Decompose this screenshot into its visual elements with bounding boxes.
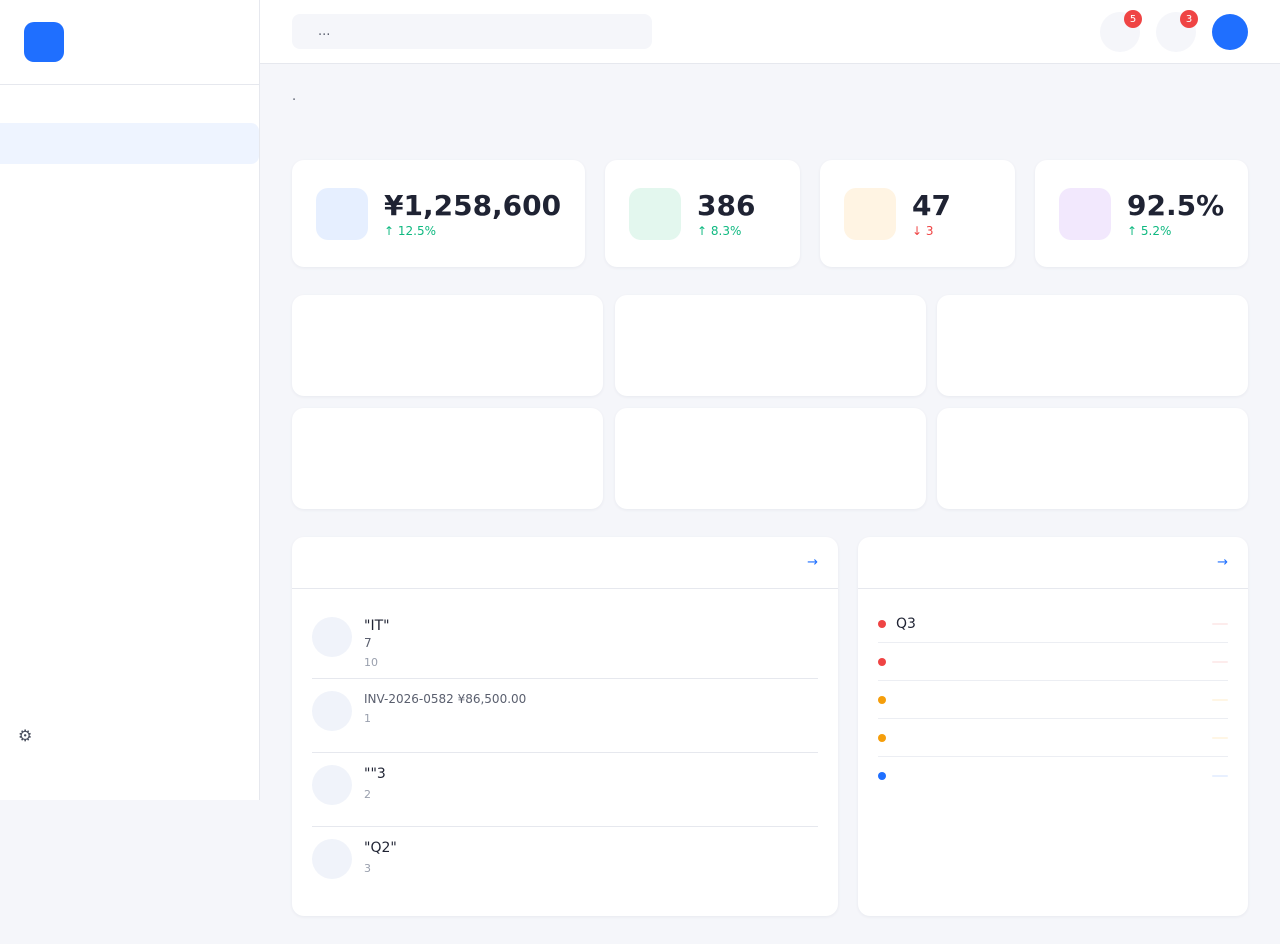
sidebar-item-cost-analysis[interactable] [0,505,259,546]
sidebar-item-settings[interactable]: ⚙ [0,715,259,756]
priority-dot [878,733,886,742]
todo-item[interactable] [878,719,1228,757]
activity-title: "IT" [364,618,390,634]
quick-action-supplier-search[interactable] [937,408,1248,509]
activity-title: "Q2" [364,840,397,856]
quick-action-upload-invoice[interactable] [615,295,926,396]
priority-dot [878,695,886,704]
view-all-todos-link[interactable]: → [1217,555,1228,570]
search-input[interactable] [318,24,618,39]
stat-card-pending[interactable]: 47 ↓ 3 [820,160,1015,267]
stat-value: ¥1,258,600 [384,188,562,222]
notification-badge: 5 [1124,10,1142,28]
main-content: · ¥1,258,600 ↑ 12.5% 386 ↑ 8.3% 47 [292,64,1248,916]
notifications-button[interactable]: 5 [1100,10,1142,52]
quick-action-reimbursement[interactable] [292,408,603,509]
receipt-icon [312,691,352,731]
activity-item[interactable]: INV-2026-0582 ¥86,500.00 1 [312,679,818,753]
sidebar-item-budget[interactable] [0,338,259,379]
stat-value: 386 [697,188,756,222]
stat-value: 47 [912,188,951,222]
activity-time: 1 [364,712,371,725]
priority-tag [1212,736,1228,739]
stat-trend: ↓ 3 [912,223,934,238]
todo-item[interactable] [878,681,1228,719]
target-icon [1059,187,1111,240]
avatar[interactable] [1212,14,1248,50]
todo-item[interactable] [878,757,1228,795]
stat-trend: ↑ 12.5% [384,223,436,238]
sidebar-item-org-structure[interactable] [0,629,259,670]
message-badge: 3 [1180,10,1198,28]
nav-section-label [0,97,259,119]
messages-button[interactable]: 3 [1156,10,1198,52]
brand-logo-icon [24,22,64,62]
quick-action-export-report[interactable] [615,408,926,509]
priority-tag [1212,660,1228,663]
gear-icon: ⚙ [18,726,33,745]
money-icon [316,187,368,240]
activity-item[interactable]: "Q2" 3 [312,827,818,901]
sidebar-item-contracts[interactable] [0,252,259,293]
todo-panel: → Q3 [858,537,1248,916]
sidebar: ⚙ [0,0,260,800]
quick-action-new-contract[interactable] [937,295,1248,396]
activity-item[interactable]: "IT" 7 10 [312,605,818,679]
sidebar-item-invoices[interactable] [0,209,259,250]
stat-card-execution-rate[interactable]: 92.5% ↑ 5.2% [1035,160,1248,267]
sidebar-item-data-dashboard[interactable] [0,462,259,503]
view-all-activity-link[interactable]: → [807,555,818,570]
activity-desc: 7 [364,636,372,650]
priority-dot [878,772,886,780]
priority-tag [1212,698,1228,701]
priority-dot [878,657,886,666]
todo-text: Q3 [896,615,916,632]
priority-tag [1212,775,1228,777]
activity-title: ""3 [364,766,386,782]
hourglass-icon [844,187,896,240]
priority-tag [1212,622,1228,625]
stats-row: ¥1,258,600 ↑ 12.5% 386 ↑ 8.3% 47 ↓ 3 [292,160,1248,267]
warning-icon [312,765,352,805]
sidebar-item-workbench[interactable] [0,123,259,164]
sidebar-item-approvals[interactable] [0,166,259,207]
top-bar: 5 3 [260,0,1280,64]
sidebar-item-financial-reports[interactable] [0,419,259,460]
activity-time: 10 [364,656,378,669]
nav-section-label [0,393,259,415]
page-subtitle: · [292,93,297,108]
nav-section-label [0,603,259,625]
activity-desc: INV-2026-0582 ¥86,500.00 [364,692,527,706]
stat-trend: ↑ 8.3% [697,223,742,238]
sidebar-item-permissions[interactable] [0,672,259,713]
todo-item[interactable] [878,643,1228,681]
check-icon [629,187,681,240]
stat-card-approved[interactable]: 386 ↑ 8.3% [605,160,800,267]
sidebar-item-suppliers[interactable] [0,295,259,336]
stat-card-monthly-spend[interactable]: ¥1,258,600 ↑ 12.5% [292,160,585,267]
bar-chart-icon [312,839,352,879]
check-icon [312,617,352,657]
priority-dot [878,619,886,628]
activity-item[interactable]: ""3 2 [312,753,818,827]
todo-item[interactable]: Q3 [878,605,1228,643]
activity-time: 2 [364,788,371,801]
stat-value: 92.5% [1127,188,1225,222]
activity-time: 3 [364,862,371,875]
quick-action-new-request[interactable] [292,295,603,396]
stat-trend: ↑ 5.2% [1127,223,1172,238]
brand[interactable] [0,0,259,85]
search-box[interactable] [292,14,652,49]
recent-activity-panel: → "IT" 7 10 INV-2026-0582 ¥86,500.00 1 [292,537,838,916]
sidebar-item-trend-forecast[interactable] [0,548,259,589]
